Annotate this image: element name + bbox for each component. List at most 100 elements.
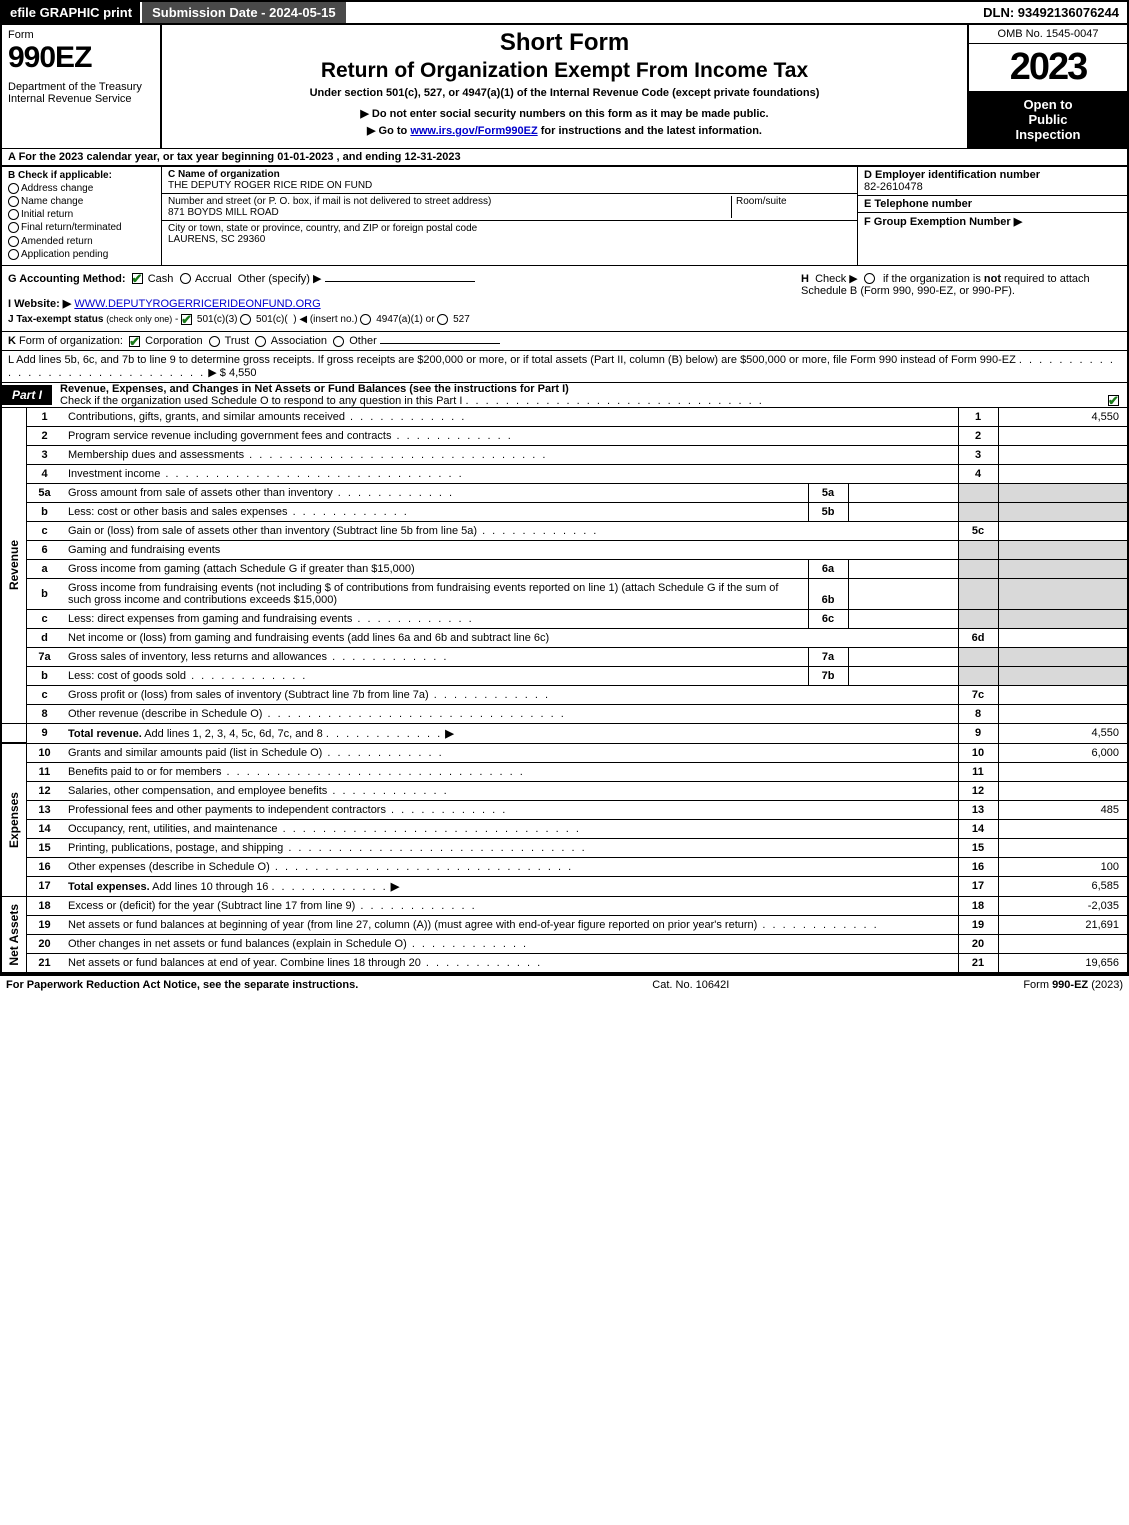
j-4947-radio[interactable] [360,314,371,325]
footer-right: Form 990-EZ (2023) [1023,979,1123,991]
k-trust-radio[interactable] [209,336,220,347]
line-6a: a Gross income from gaming (attach Sched… [1,559,1128,578]
row-a-text: A For the 2023 calendar year, or tax yea… [8,151,461,163]
line-5b: b Less: cost or other basis and sales ex… [1,502,1128,521]
d-ein-row: D Employer identification number 82-2610… [858,167,1127,196]
k-assoc-radio[interactable] [255,336,266,347]
irs-link[interactable]: www.irs.gov/Form990EZ [410,125,537,137]
line-7c: c Gross profit or (loss) from sales of i… [1,685,1128,704]
c-room-label: Room/suite [736,196,787,207]
j-501c3-check[interactable] [181,314,192,325]
line-13-value: 485 [998,800,1128,819]
b-opt-amended[interactable]: Amended return [8,236,155,247]
line-1-value: 4,550 [998,408,1128,427]
line-9-value: 4,550 [998,723,1128,743]
l-text: L Add lines 5b, 6c, and 7b to line 9 to … [8,354,1016,366]
line-7b: b Less: cost of goods sold 7b [1,666,1128,685]
f-label: F Group Exemption Number ▶ [864,216,1022,228]
line-5c: c Gain or (loss) from sale of assets oth… [1,521,1128,540]
under-section-text: Under section 501(c), 527, or 4947(a)(1)… [170,87,959,99]
line-17-value: 6,585 [998,876,1128,896]
h-check: H Check ▶ if the organization is not req… [791,272,1121,325]
g-other: Other (specify) ▶ [238,273,322,285]
side-netassets: Net Assets [1,896,27,973]
g-cash-checkbox[interactable] [132,273,143,284]
row-k: K Form of organization: Corporation Trus… [0,332,1129,351]
g-accrual-radio[interactable] [180,273,191,284]
line-10-value: 6,000 [998,743,1128,762]
row-gh: G Accounting Method: Cash Accrual Other … [0,266,1129,332]
line-5a: 5a Gross amount from sale of assets othe… [1,483,1128,502]
dln-label: DLN: 93492136076244 [983,5,1127,20]
col-c: C Name of organization THE DEPUTY ROGER … [162,167,857,265]
lines-table: Revenue 1 Contributions, gifts, grants, … [0,408,1129,974]
line-17: 17 Total expenses. Add lines 10 through … [1,876,1128,896]
c-addr-label: Number and street (or P. O. box, if mail… [168,196,491,207]
line-6: 6 Gaming and fundraising events [1,540,1128,559]
g-accrual: Accrual [195,273,232,285]
j-row: J Tax-exempt status (check only one) - 5… [8,314,791,325]
j-501c-radio[interactable] [240,314,251,325]
part1-title-wrap: Revenue, Expenses, and Changes in Net As… [52,383,1127,407]
header-left: Form 990EZ Department of the Treasury In… [2,25,162,148]
c-name-label: C Name of organization [168,169,280,180]
footer-mid: Cat. No. 10642I [652,979,729,991]
b-opt-pending[interactable]: Application pending [8,249,155,260]
line-16: 16 Other expenses (describe in Schedule … [1,857,1128,876]
line-9: 9 Total revenue. Add lines 1, 2, 3, 4, 5… [1,723,1128,743]
form-word: Form [8,29,154,41]
goto-post: for instructions and the latest informat… [538,125,762,137]
line-8: 8 Other revenue (describe in Schedule O)… [1,704,1128,723]
line-16-value: 100 [998,857,1128,876]
open-line3: Inspection [973,127,1123,142]
line-18: Net Assets 18 Excess or (deficit) for th… [1,896,1128,915]
line-19: 19 Net assets or fund balances at beginn… [1,915,1128,934]
part1-check-text: Check if the organization used Schedule … [60,395,462,407]
header-middle: Short Form Return of Organization Exempt… [162,25,967,148]
c-city-row: City or town, state or province, country… [162,221,857,247]
line-6c: c Less: direct expenses from gaming and … [1,609,1128,628]
j-527-radio[interactable] [437,314,448,325]
part1-checkbox[interactable] [1108,395,1119,406]
c-name-value: THE DEPUTY ROGER RICE RIDE ON FUND [168,180,372,191]
return-title: Return of Organization Exempt From Incom… [170,59,959,83]
col-def: D Employer identification number 82-2610… [857,167,1127,265]
open-line2: Public [973,112,1123,127]
side-revenue: Revenue [1,408,27,724]
goto-pre: ▶ Go to [367,125,410,137]
h-checkbox[interactable] [864,273,875,284]
c-addr-value: 871 BOYDS MILL ROAD [168,207,279,218]
c-city-label: City or town, state or province, country… [168,223,477,234]
b-opt-name[interactable]: Name change [8,196,155,207]
page-footer: For Paperwork Reduction Act Notice, see … [0,974,1129,994]
line-11: 11 Benefits paid to or for members 11 [1,762,1128,781]
line-15: 15 Printing, publications, postage, and … [1,838,1128,857]
k-other-radio[interactable] [333,336,344,347]
k-corp-check[interactable] [129,336,140,347]
g-label: G Accounting Method: [8,273,126,285]
c-addr-row: Number and street (or P. O. box, if mail… [162,194,857,221]
line-19-value: 21,691 [998,915,1128,934]
form-header: Form 990EZ Department of the Treasury In… [0,25,1129,148]
open-line1: Open to [973,97,1123,112]
top-bar: efile GRAPHIC print Submission Date - 20… [0,0,1129,25]
line-21: 21 Net assets or fund balances at end of… [1,953,1128,973]
b-opt-initial[interactable]: Initial return [8,209,155,220]
line-18-value: -2,035 [998,896,1128,915]
row-a-tax-year: A For the 2023 calendar year, or tax yea… [0,148,1129,167]
line-6b: b Gross income from fundraising events (… [1,578,1128,609]
line-20: 20 Other changes in net assets or fund b… [1,934,1128,953]
c-name-row: C Name of organization THE DEPUTY ROGER … [162,167,857,194]
efile-label[interactable]: efile GRAPHIC print [2,2,140,23]
g-cash: Cash [148,273,174,285]
b-opt-address[interactable]: Address change [8,183,155,194]
line-1: Revenue 1 Contributions, gifts, grants, … [1,408,1128,427]
website-link[interactable]: WWW.DEPUTYROGERRICERIDEONFUND.ORG [74,298,320,310]
short-form-title: Short Form [170,29,959,57]
tax-year: 2023 [969,44,1127,91]
b-opt-final[interactable]: Final return/terminated [8,222,155,233]
line-21-value: 19,656 [998,953,1128,973]
row-l: L Add lines 5b, 6c, and 7b to line 9 to … [0,351,1129,383]
part1-header: Part I Revenue, Expenses, and Changes in… [0,383,1129,408]
open-to-public: Open to Public Inspection [969,91,1127,148]
